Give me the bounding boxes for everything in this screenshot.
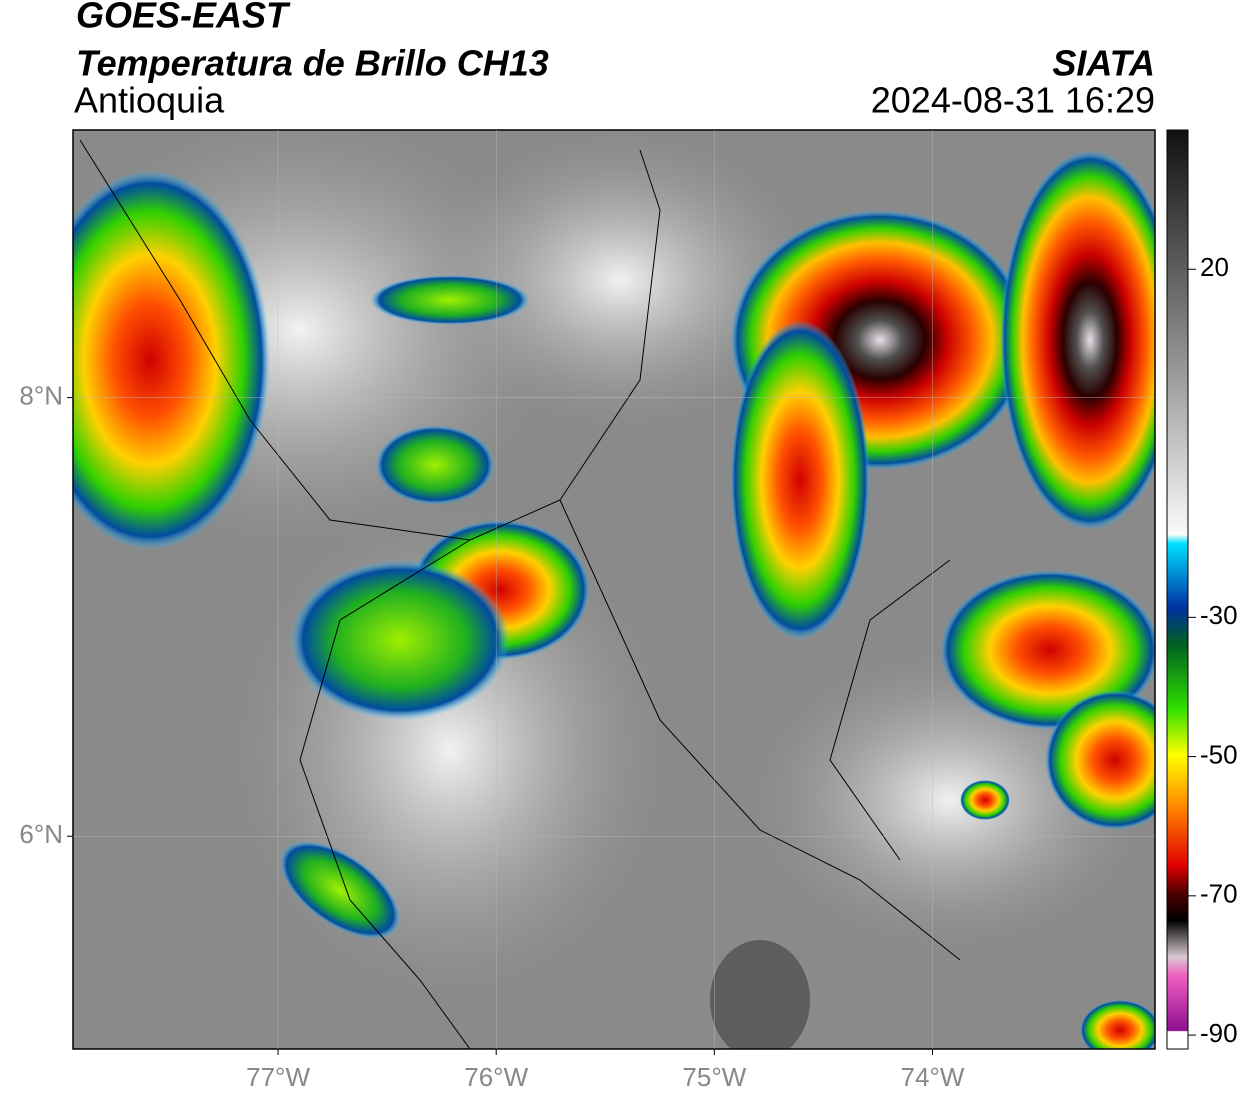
- storm-cell: [375, 425, 495, 505]
- storm-cell: [1000, 150, 1155, 530]
- x-tick-label: 75°W: [682, 1062, 746, 1092]
- storm-cell: [290, 560, 510, 720]
- colorbar-tick-label: 20: [1200, 252, 1229, 282]
- storm-cell: [73, 170, 270, 550]
- colorbar-tick-label: -90: [1200, 1018, 1238, 1048]
- storm-cell: [960, 780, 1010, 820]
- y-tick-label: 8°N: [19, 380, 63, 410]
- colorbar-tick-label: -70: [1200, 879, 1238, 909]
- boundary: [79, 139, 961, 1049]
- map-frame: [72, 129, 1156, 1050]
- valley: [710, 940, 810, 1049]
- storm-cell: [730, 320, 870, 640]
- x-tick-label: 74°W: [901, 1062, 965, 1092]
- datetime: 2024-08-31 16:29: [871, 80, 1155, 121]
- colorbar: [1166, 129, 1189, 1050]
- y-tick-label: 6°N: [19, 819, 63, 849]
- colorbar-tick-label: -30: [1200, 600, 1238, 630]
- colorbar-tick-label: -50: [1200, 739, 1238, 769]
- storm-cell: [370, 275, 530, 325]
- storm-cell: [1045, 690, 1155, 830]
- source: SIATA: [1052, 43, 1155, 84]
- storm-cell: [940, 570, 1155, 730]
- title: GOES-EAST: [76, 0, 291, 36]
- region: Antioquia: [74, 80, 225, 121]
- storm-cell: [279, 840, 401, 940]
- storm-cell: [1080, 1000, 1155, 1049]
- subtitle: Temperatura de Brillo CH13: [76, 43, 549, 84]
- map-image: [73, 130, 1155, 1049]
- cloud: [420, 130, 820, 430]
- x-tick-label: 76°W: [464, 1062, 528, 1092]
- x-tick-label: 77°W: [246, 1062, 310, 1092]
